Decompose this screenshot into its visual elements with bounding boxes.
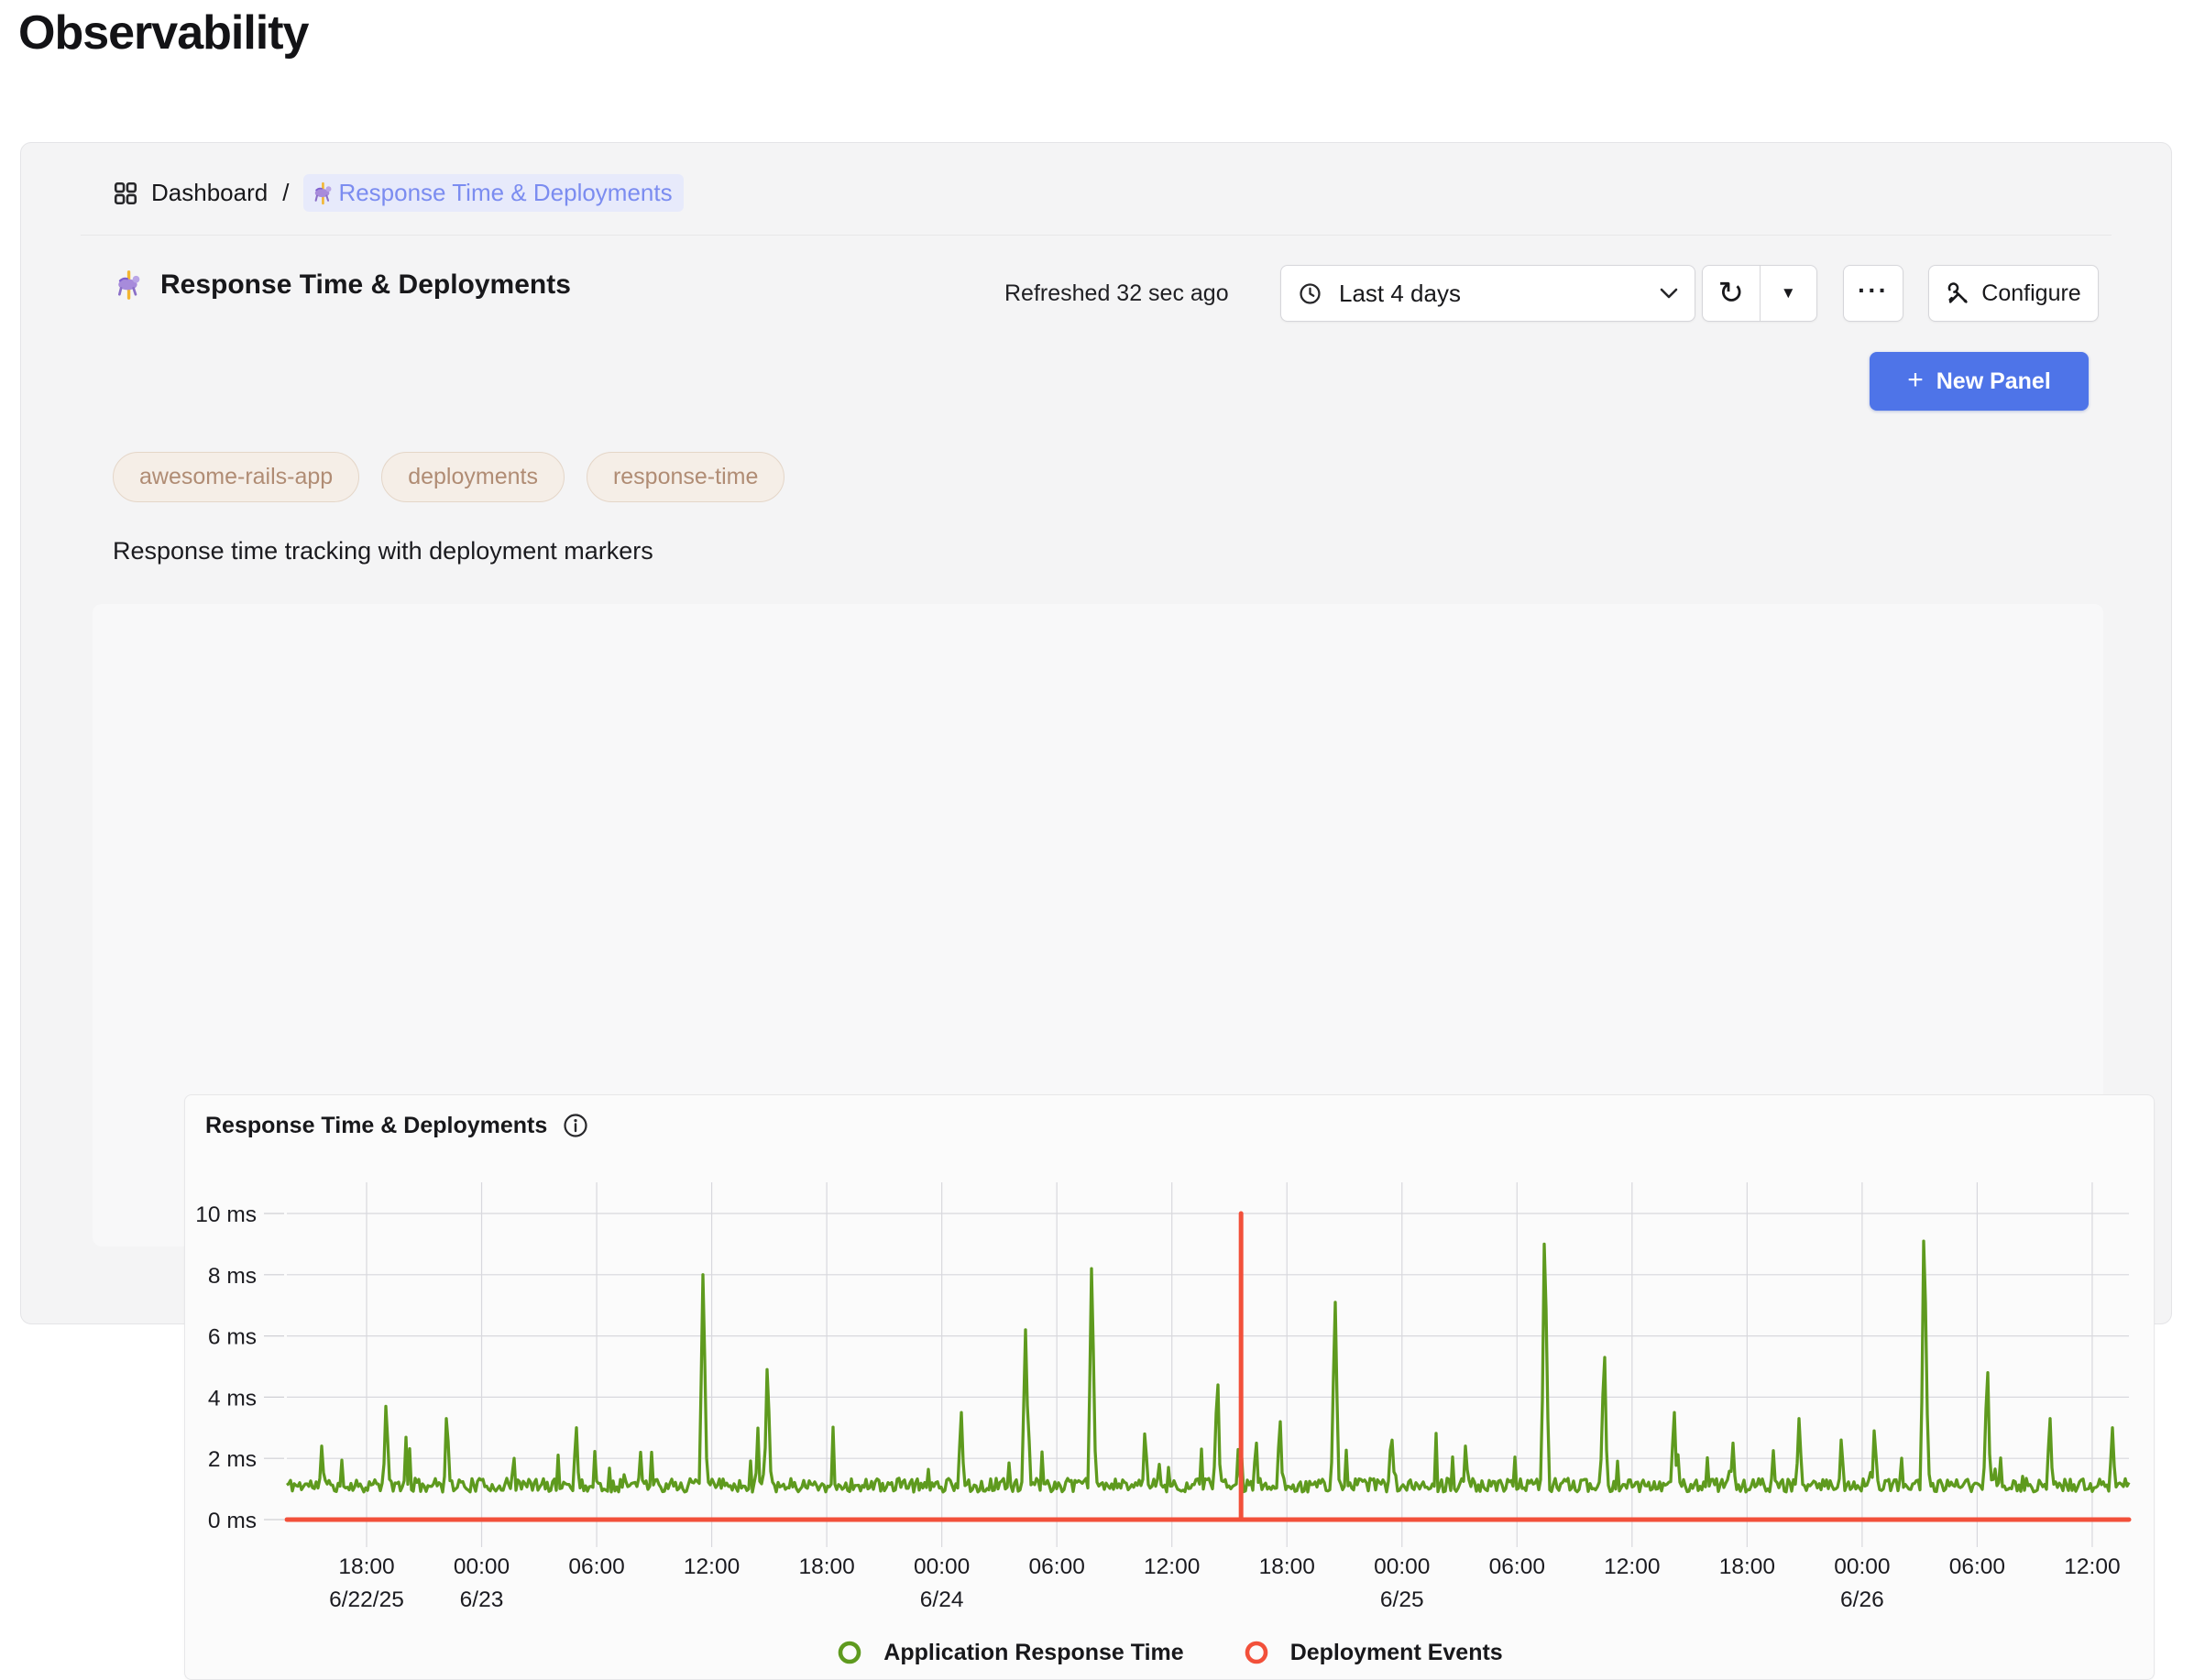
chart-title: Response Time & Deployments	[205, 1113, 547, 1139]
svg-text:00:00: 00:00	[1834, 1554, 1890, 1579]
svg-text:06:00: 06:00	[1489, 1554, 1545, 1579]
clock-icon	[1298, 281, 1322, 306]
svg-text:10 ms: 10 ms	[195, 1202, 257, 1227]
tag-awesome-rails-app[interactable]: awesome-rails-app	[113, 452, 359, 502]
tag-list: awesome-rails-app deployments response-t…	[113, 452, 784, 502]
svg-text:4 ms: 4 ms	[208, 1386, 257, 1411]
legend-application-response-time[interactable]: Application Response Time	[836, 1639, 1183, 1666]
chart-container: Response Time & Deployments 0 ms2 ms4 ms…	[93, 604, 2103, 1246]
svg-text:6/24: 6/24	[920, 1587, 964, 1612]
chart-panel: Response Time & Deployments 0 ms 2 ms 4 ms…	[184, 1094, 2155, 1680]
svg-text:2 ms: 2 ms	[208, 1447, 257, 1472]
observability-page: Observability Dashboard /	[0, 0, 2194, 1309]
green-ring-icon	[836, 1639, 863, 1666]
time-range-value: Last 4 days	[1339, 280, 1643, 308]
plus-icon: +	[1907, 365, 1924, 396]
svg-text:18:00: 18:00	[1719, 1554, 1775, 1579]
panel-title-row: Response Time & Deployments	[113, 269, 571, 301]
legend-deployment-events[interactable]: Deployment Events	[1243, 1639, 1503, 1666]
tag-deployments[interactable]: deployments	[381, 452, 565, 502]
svg-text:12:00: 12:00	[1604, 1554, 1660, 1579]
info-icon[interactable]	[562, 1112, 589, 1139]
svg-text:18:00: 18:00	[798, 1554, 854, 1579]
svg-text:0 ms: 0 ms	[208, 1509, 257, 1533]
svg-text:6 ms: 6 ms	[208, 1325, 257, 1350]
header-divider	[81, 235, 2112, 236]
svg-text:12:00: 12:00	[1144, 1554, 1200, 1579]
dashboard-title: Response Time & Deployments	[160, 269, 571, 301]
chevron-down-icon	[1660, 288, 1678, 299]
chart-header: Response Time & Deployments	[205, 1112, 589, 1139]
configure-label: Configure	[1981, 280, 2080, 307]
tag-response-time[interactable]: response-time	[587, 452, 784, 502]
breadcrumb: Dashboard / Response Time & Deployments	[113, 174, 684, 212]
time-range-select[interactable]: Last 4 days	[1280, 265, 1695, 322]
svg-text:6/23: 6/23	[460, 1587, 504, 1612]
svg-text:18:00: 18:00	[1259, 1554, 1315, 1579]
svg-text:00:00: 00:00	[454, 1554, 510, 1579]
refresh-button-group: ↻ ▼	[1702, 265, 1817, 322]
svg-text:00:00: 00:00	[1374, 1554, 1430, 1579]
svg-text:00:00: 00:00	[914, 1554, 970, 1579]
red-ring-icon	[1243, 1639, 1270, 1666]
refresh-button[interactable]: ↻	[1703, 266, 1761, 321]
breadcrumb-dashboard-label: Dashboard	[151, 179, 268, 207]
breadcrumb-current-label: Response Time & Deployments	[338, 179, 672, 207]
refreshed-status: Refreshed 32 sec ago	[1004, 265, 1229, 322]
breadcrumb-current-link[interactable]: Response Time & Deployments	[303, 174, 683, 212]
breadcrumb-separator: /	[282, 179, 289, 207]
svg-text:6/22/25: 6/22/25	[329, 1587, 404, 1612]
svg-text:06:00: 06:00	[1949, 1554, 2005, 1579]
svg-text:12:00: 12:00	[2064, 1554, 2120, 1579]
svg-text:12:00: 12:00	[684, 1554, 740, 1579]
svg-text:18:00: 18:00	[338, 1554, 394, 1579]
tools-icon	[1946, 281, 1970, 306]
ellipsis-icon: ···	[1858, 276, 1889, 305]
carousel-horse-icon	[311, 181, 335, 205]
svg-text:6/25: 6/25	[1380, 1587, 1424, 1612]
page-title: Observability	[18, 5, 308, 60]
chart-legend: Application Response Time Deployment Eve…	[185, 1639, 2154, 1666]
svg-text:6/26: 6/26	[1840, 1587, 1884, 1612]
breadcrumb-dashboard[interactable]: Dashboard	[113, 179, 268, 207]
svg-text:8 ms: 8 ms	[208, 1264, 257, 1289]
new-panel-button[interactable]: + New Panel	[1870, 352, 2089, 411]
more-options-button[interactable]: ···	[1843, 265, 1903, 322]
response-time-chart[interactable]: 0 ms 2 ms 4 ms 6 ms 8 ms 10 ms 18:00 6/22/25 00:…	[185, 1169, 2156, 1627]
configure-button[interactable]: Configure	[1928, 265, 2099, 322]
refresh-options-button[interactable]: ▼	[1761, 266, 1817, 321]
dashboard-card: Dashboard / Response Time & Deployments	[20, 142, 2172, 1324]
dashboard-description: Response time tracking with deployment m…	[113, 537, 653, 565]
new-panel-label: New Panel	[1936, 368, 2051, 395]
grid-icon	[113, 181, 138, 206]
carousel-horse-icon	[113, 269, 144, 301]
refresh-icon: ↻	[1718, 278, 1745, 309]
caret-down-icon: ▼	[1781, 284, 1796, 302]
svg-text:06:00: 06:00	[568, 1554, 624, 1579]
svg-text:06:00: 06:00	[1029, 1554, 1085, 1579]
